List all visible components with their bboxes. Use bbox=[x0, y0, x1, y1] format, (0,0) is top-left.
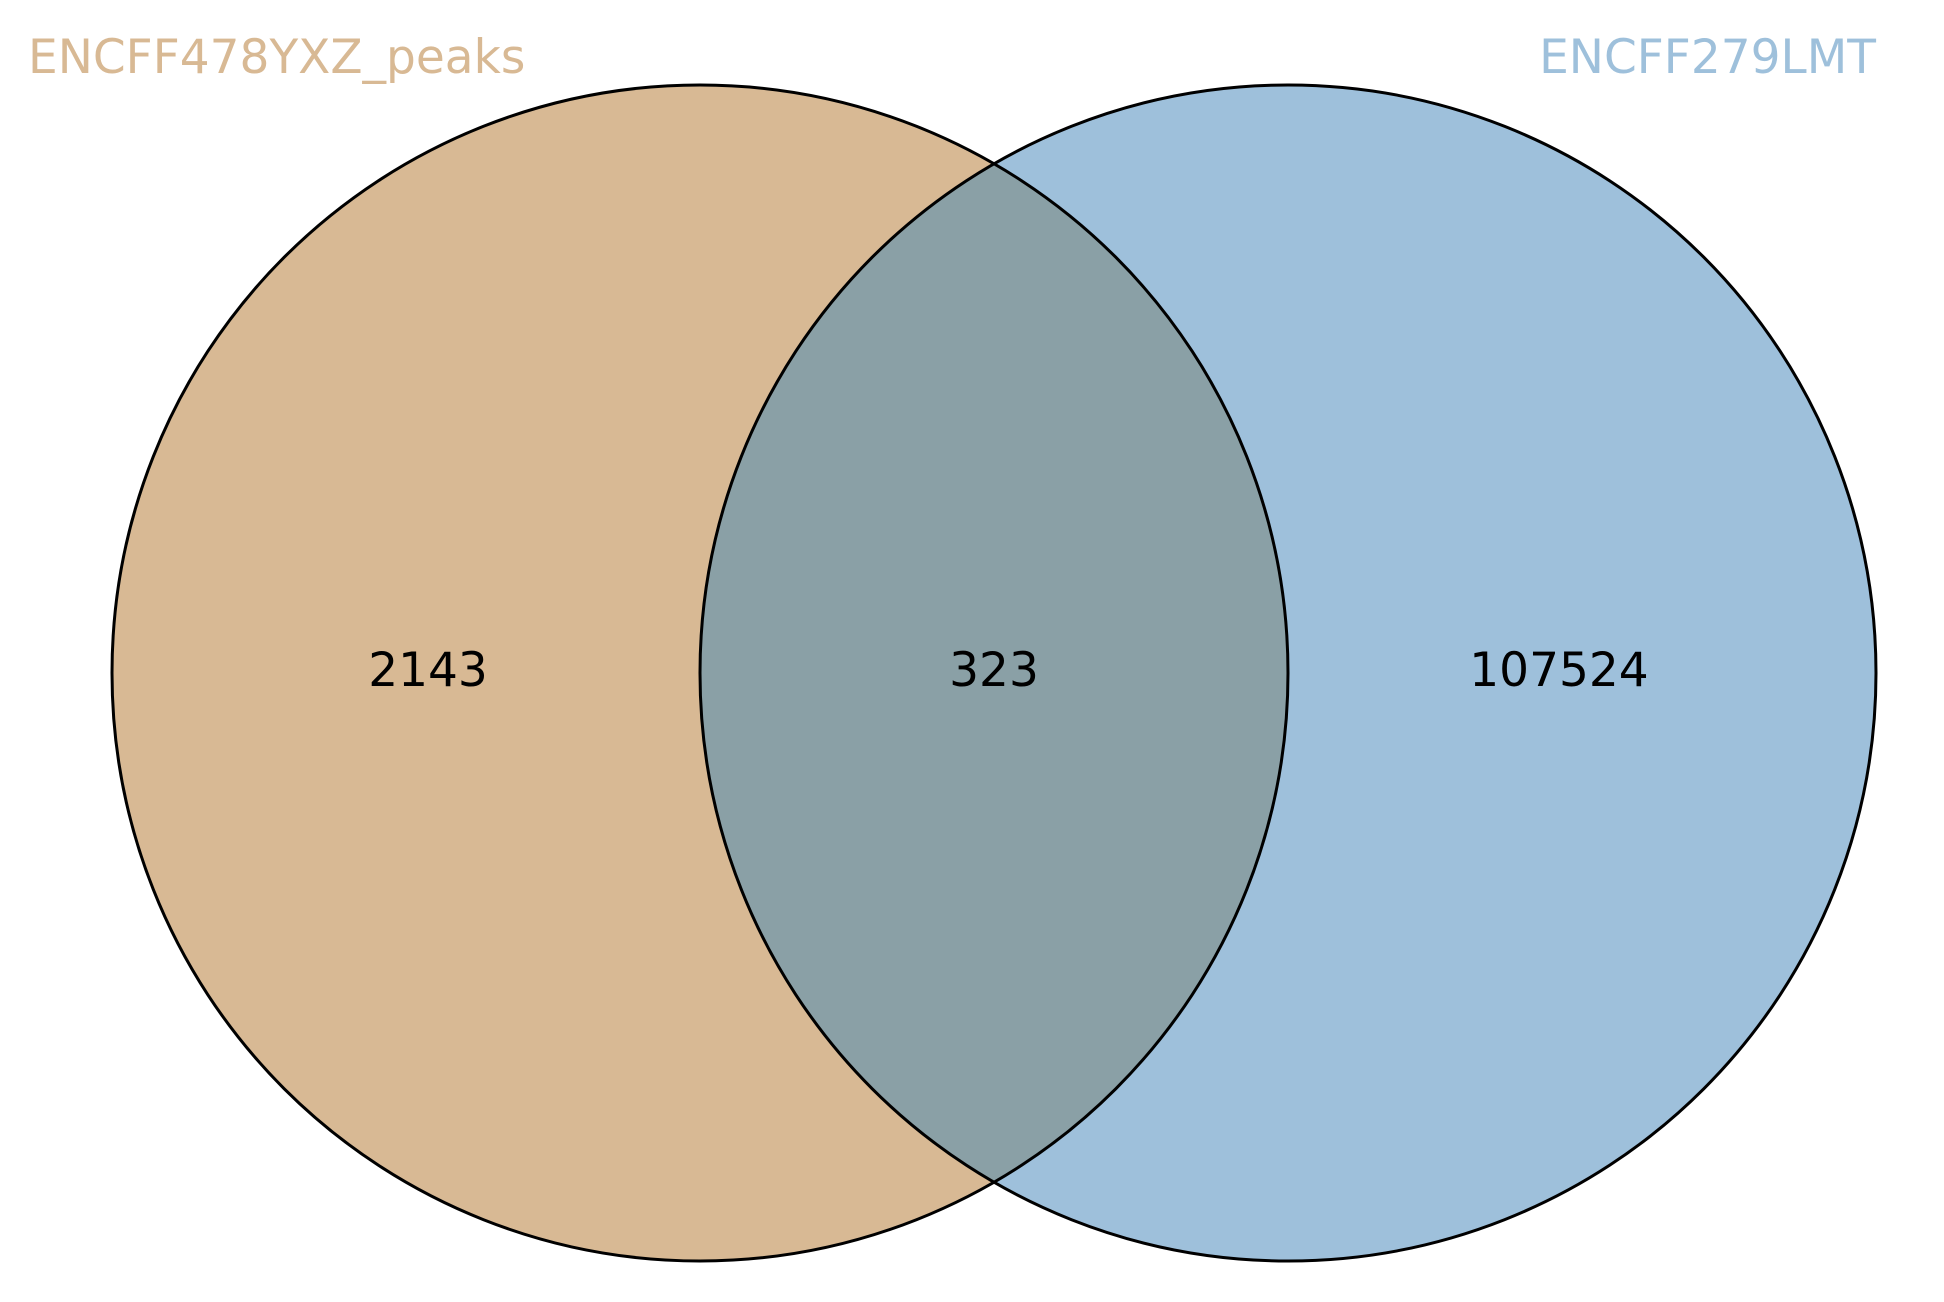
set-b-label: ENCFF279LMT bbox=[1539, 30, 1876, 85]
set-b-only-count: 107524 bbox=[1469, 643, 1648, 698]
set-a-label: ENCFF478YXZ_peaks bbox=[28, 30, 525, 85]
set-a-outline bbox=[110, 83, 1290, 1263]
set-b-outline bbox=[698, 83, 1878, 1263]
intersection-region bbox=[700, 85, 1288, 1261]
set-a-only-count: 2143 bbox=[368, 643, 488, 698]
intersection-count: 323 bbox=[949, 643, 1039, 698]
